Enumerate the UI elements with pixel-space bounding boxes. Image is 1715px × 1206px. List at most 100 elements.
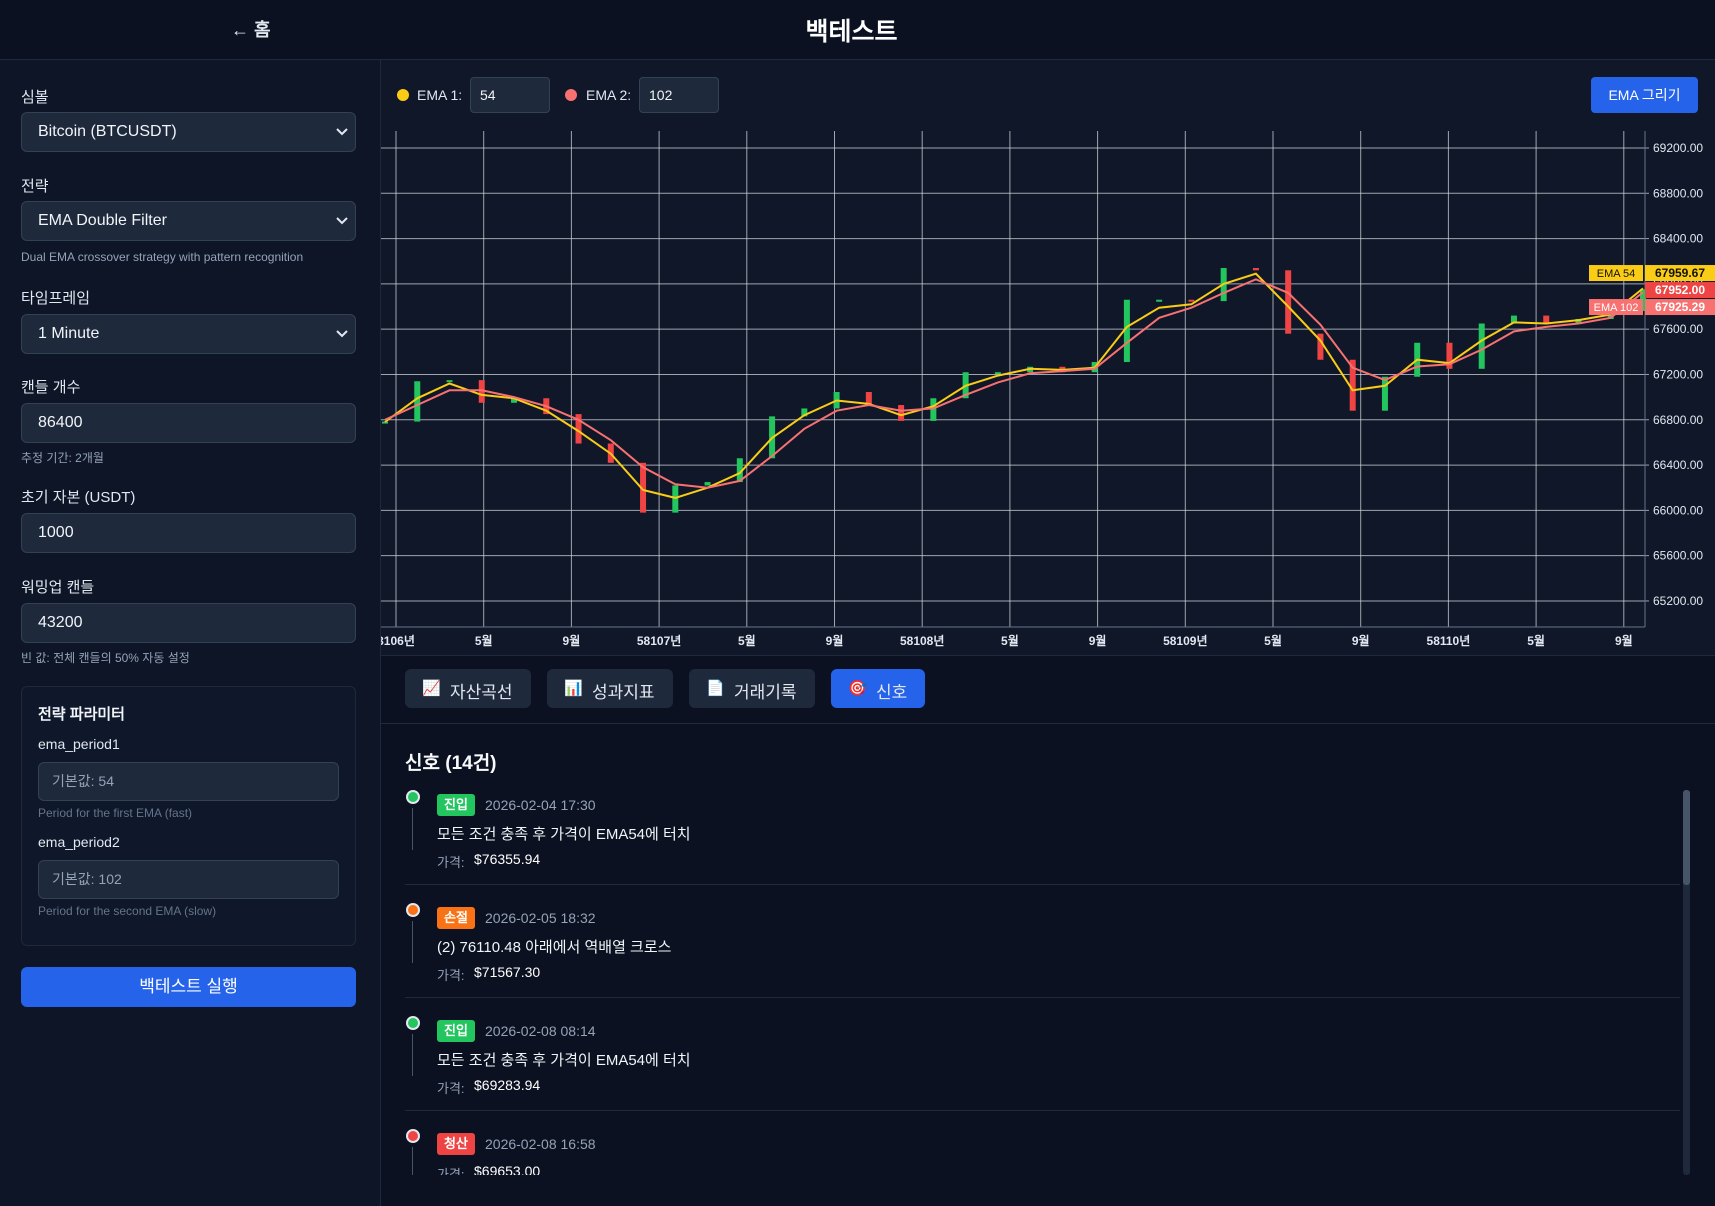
signal-description: 모든 조건 충족 후 가격이 EMA54에 터치 (437, 1052, 691, 1069)
signal-description: (2) 76110.48 아래에서 역배열 크로스 (437, 939, 672, 956)
signal-dot (406, 903, 420, 917)
param-name: ema_period2 (38, 834, 120, 850)
signals-list: 진입 2026-02-04 17:30 모든 조건 충족 후 가격이 EMA54에 … (381, 785, 1715, 1175)
y-tick-label: 66800.00 (1653, 413, 1703, 427)
ema-draw-button[interactable]: EMA 그리기 (1591, 77, 1698, 113)
price-tag-label: 67959.67 (1655, 266, 1705, 280)
x-tick-label: 9월 (1352, 633, 1370, 648)
ema2-dot (565, 89, 577, 101)
signal-badge: 청산 (437, 1133, 475, 1155)
run-button[interactable]: 백테스트 실행 (21, 967, 356, 1007)
signal-dot (406, 1129, 420, 1143)
select-chevron (336, 330, 348, 338)
tab-label: 거래기록 (734, 683, 797, 702)
tab[interactable]: 📈 자산곡선 (405, 669, 531, 708)
x-tick-label: 9월 (1089, 633, 1107, 648)
price-tag-label: 67925.29 (1655, 300, 1705, 314)
select-chevron (336, 217, 348, 225)
field-help: 빈 값: 전체 캔들의 50% 자동 설정 (21, 651, 190, 665)
scroll-track (1683, 790, 1690, 1175)
ema1-input[interactable]: 54 (470, 77, 550, 113)
field-label: 워밍업 캔들 (21, 579, 95, 596)
x-tick-label: 9월 (1615, 633, 1633, 648)
tab-icon: 📄 (706, 680, 725, 697)
param-input[interactable]: 기본값: 102 (38, 860, 339, 899)
x-axis-background (381, 627, 1645, 655)
candle-body (511, 398, 518, 403)
tab-label: 신호 (876, 683, 908, 702)
candle-body (1349, 359, 1356, 411)
signal-time: 2026-02-04 17:30 (485, 797, 596, 813)
candle-body (1510, 315, 1517, 324)
tab[interactable]: 📄 거래기록 (689, 669, 815, 708)
y-tick-label: 66400.00 (1653, 458, 1703, 472)
ema2-label: EMA 2: (586, 87, 632, 103)
select[interactable]: EMA Double Filter (21, 201, 356, 241)
candle-body (414, 381, 421, 422)
tab-icon: 📈 (422, 680, 441, 697)
axis-background (1645, 131, 1715, 655)
signal-price: $76355.94 (474, 851, 541, 867)
tab[interactable]: 📊 성과지표 (547, 669, 673, 708)
text-input[interactable]: 43200 (21, 603, 356, 643)
select-chevron (336, 128, 348, 136)
page-title: 백테스트 (805, 18, 898, 46)
params-title: 전략 파라미터 (38, 706, 125, 723)
param-help: Period for the second EMA (slow) (38, 904, 217, 918)
candle-body (930, 398, 937, 421)
field-label: 심볼 (21, 89, 49, 106)
x-tick-label: 3106년 (381, 634, 415, 648)
ema2-input[interactable]: 102 (639, 77, 719, 113)
param-help: Period for the first EMA (fast) (38, 806, 193, 820)
signal-badge: 손절 (437, 907, 475, 929)
field-label: 초기 자본 (USDT) (21, 489, 136, 506)
signal-price-label: 가격: (437, 1081, 465, 1096)
ema-line (384, 272, 1644, 499)
header (0, 0, 1715, 60)
x-tick-label: 5월 (1527, 633, 1545, 648)
chevron-path (336, 217, 348, 225)
candle-body (898, 405, 905, 421)
series-tag (1589, 299, 1643, 316)
signal-price: $69283.94 (474, 1077, 541, 1093)
candle-body (640, 462, 647, 513)
series-tag-label: EMA 102 (1594, 302, 1639, 314)
signal-separator (405, 1110, 1680, 1111)
chevron-path (336, 128, 348, 136)
signal-badge: 진입 (437, 1020, 475, 1042)
price-tag-label: 67952.00 (1655, 283, 1705, 297)
params-box (21, 686, 356, 946)
tab-icon: 🎯 (848, 680, 867, 697)
text-input[interactable]: 86400 (21, 403, 356, 443)
signal-price: $71567.30 (474, 964, 541, 980)
candle-body (704, 482, 711, 486)
select[interactable]: Bitcoin (BTCUSDT) (21, 112, 356, 152)
back-link[interactable]: ← 홈 (231, 20, 271, 40)
price-tag (1645, 282, 1715, 299)
candle-body (1317, 333, 1324, 360)
param-input[interactable]: 기본값: 54 (38, 762, 339, 801)
candle-body (446, 380, 453, 383)
candle-body (1252, 268, 1259, 271)
y-tick-label: 66000.00 (1653, 503, 1703, 517)
signal-price-label: 가격: (437, 968, 465, 983)
scroll-thumb[interactable] (1683, 790, 1690, 885)
tab[interactable]: 🎯 신호 (831, 669, 925, 708)
series-tag (1589, 265, 1643, 282)
select[interactable]: 1 Minute (21, 314, 356, 354)
field-help: 추정 기간: 2개월 (21, 451, 104, 465)
x-tick-label: 58110년 (1427, 634, 1471, 648)
candle-body (1123, 299, 1130, 363)
signal-separator (405, 997, 1680, 998)
candle-body (1285, 270, 1292, 334)
tab-bar (381, 655, 1715, 724)
tab-label: 자산곡선 (450, 683, 513, 702)
x-tick-label: 9월 (563, 633, 581, 648)
candle-body (736, 458, 743, 483)
series-tag-label: EMA 54 (1597, 268, 1636, 280)
x-tick-label: 5월 (1264, 633, 1282, 648)
text-input[interactable]: 1000 (21, 513, 356, 553)
signal-time: 2026-02-05 18:32 (485, 910, 596, 926)
signal-line (412, 808, 413, 850)
